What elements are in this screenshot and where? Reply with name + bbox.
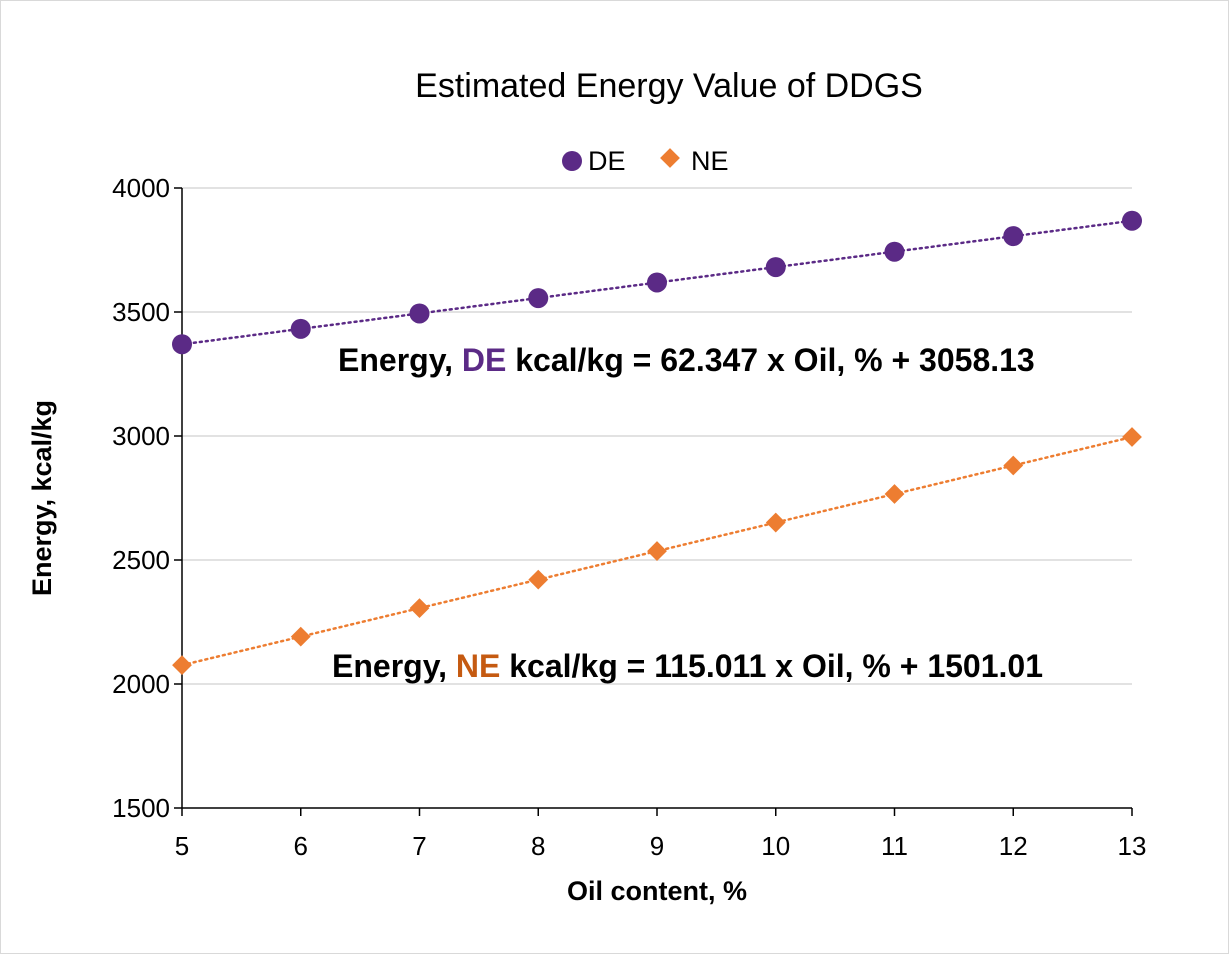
- de-equation-suffix: kcal/kg = 62.347 x Oil, % + 3058.13: [506, 342, 1034, 378]
- legend-de-marker: [562, 151, 582, 171]
- y-tick-label: 1500: [112, 793, 170, 823]
- de-equation-highlight: DE: [462, 342, 506, 378]
- x-tick-label: 7: [412, 831, 426, 861]
- point-ne: [1003, 455, 1024, 476]
- point-de: [172, 334, 192, 355]
- x-tick-label: 12: [999, 831, 1028, 861]
- point-ne: [409, 598, 430, 619]
- point-ne: [884, 484, 905, 504]
- de-equation: Energy, DE kcal/kg = 62.347 x Oil, % + 3…: [338, 342, 1035, 378]
- y-axis-title: Energy, kcal/kg: [27, 400, 57, 596]
- point-ne: [528, 569, 549, 590]
- x-tick-label: 6: [294, 831, 308, 861]
- grid-layer: [182, 187, 1132, 685]
- legend: DE NE: [562, 146, 729, 176]
- ne-equation-highlight: NE: [456, 648, 500, 684]
- point-de: [1003, 226, 1024, 247]
- legend-de-label: DE: [588, 146, 626, 176]
- y-tick-label: 3500: [112, 297, 170, 327]
- point-de: [1122, 210, 1142, 231]
- de-equation-prefix: Energy,: [338, 342, 462, 378]
- point-ne: [647, 541, 667, 561]
- point-ne: [765, 512, 786, 533]
- point-de: [884, 241, 905, 262]
- x-axis-title: Oil content, %: [567, 876, 747, 906]
- y-tick-label: 4000: [112, 173, 170, 203]
- y-tick-label: 2000: [112, 669, 170, 699]
- x-tick-label: 10: [761, 831, 790, 861]
- x-tick-label: 13: [1118, 831, 1147, 861]
- point-de: [647, 272, 667, 293]
- point-de: [290, 318, 311, 339]
- x-tick-label: 11: [881, 831, 908, 861]
- x-tick-label: 5: [175, 831, 189, 861]
- point-ne: [172, 655, 192, 676]
- point-ne: [1122, 427, 1142, 447]
- ne-equation: Energy, NE kcal/kg = 115.011 x Oil, % + …: [332, 648, 1043, 684]
- y-tick-label: 2500: [112, 545, 170, 575]
- legend-ne-marker: [660, 148, 680, 168]
- y-tick-label: 3000: [112, 421, 170, 451]
- point-de: [409, 303, 430, 324]
- x-tick-label: 8: [531, 831, 545, 861]
- marker-layer: [172, 210, 1142, 676]
- ne-equation-suffix: kcal/kg = 115.011 x Oil, % + 1501.01: [500, 648, 1043, 684]
- legend-ne-label: NE: [691, 146, 729, 176]
- chart-title: Estimated Energy Value of DDGS: [415, 67, 923, 105]
- x-tick-label: 9: [650, 831, 664, 861]
- point-de: [528, 288, 549, 309]
- axes-layer: 1500 2000 2500 3000 3500 4000 5 6 7 8 9 10 11 12 13: [112, 173, 1146, 861]
- ne-equation-prefix: Energy,: [332, 648, 456, 684]
- point-ne: [290, 626, 311, 647]
- point-de: [765, 257, 786, 278]
